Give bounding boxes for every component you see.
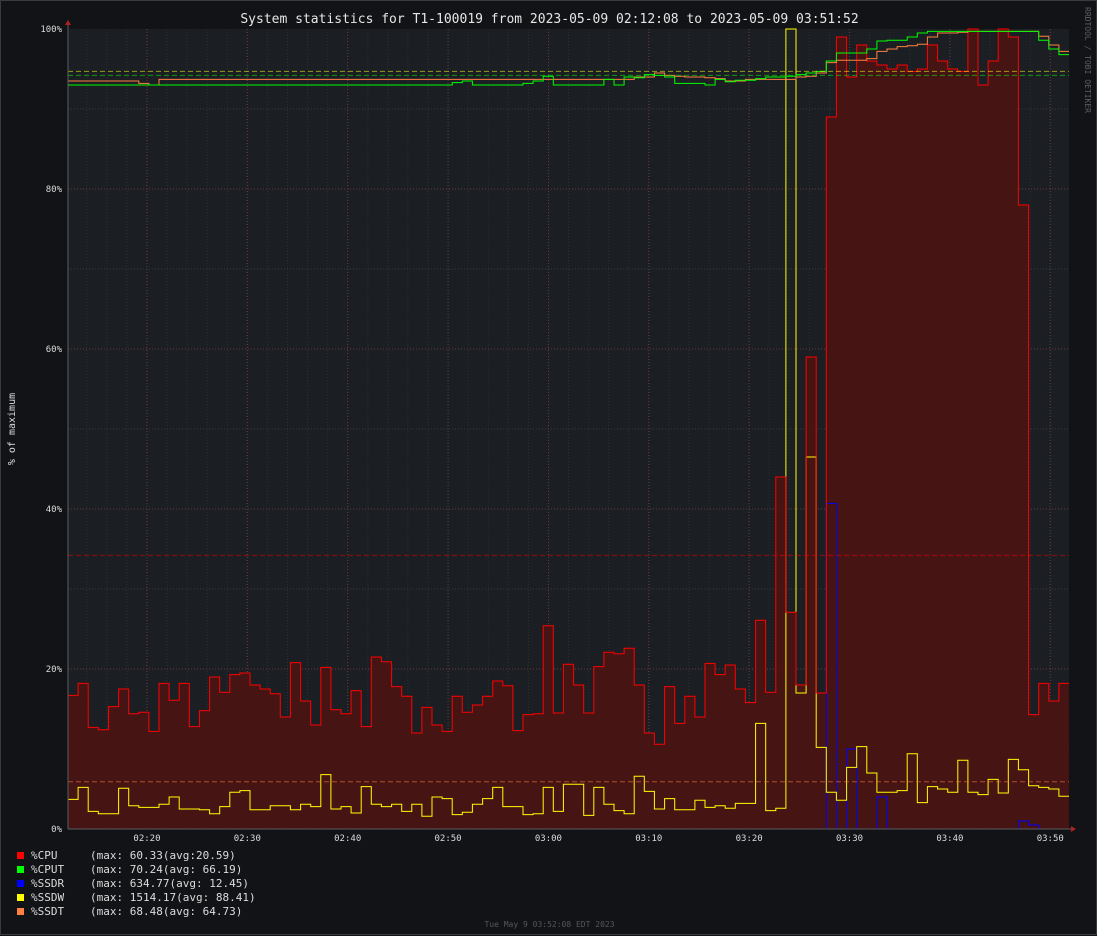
x-tick-label: 03:00 (535, 834, 562, 844)
y-axis-arrow (65, 20, 71, 25)
series-line-ssdw (68, 28, 1069, 817)
y-axis-label: % of maximum (7, 393, 18, 465)
legend-swatch (17, 879, 24, 887)
legend-item: %SSDW (max: 1514.17(avg: 88.41) (17, 890, 256, 904)
legend-item: %CPU (max: 60.33(avg:20.59) (17, 848, 236, 862)
legend-name: %CPUT (31, 862, 65, 876)
series-line-cpu (68, 28, 1069, 745)
legend-stats: (max: 60.33(avg:20.59) (90, 848, 236, 862)
series-line-cput (68, 30, 1069, 86)
legend-item: %CPUT (max: 70.24(avg: 66.19) (17, 862, 242, 876)
rrdtool-credit: RRDTOOL / TOBI OETIKER (1083, 7, 1092, 113)
y-tick-label: 100% (40, 25, 62, 35)
y-tick-label: 60% (46, 345, 63, 355)
x-tick-label: 03:50 (1037, 834, 1064, 844)
legend-name: %SSDT (31, 904, 65, 918)
legend-swatch (17, 907, 24, 915)
y-tick-label: 0% (51, 825, 62, 835)
timestamp-footer: Tue May 9 03:52:08 EDT 2023 (484, 920, 615, 929)
legend-item: %SSDR (max: 634.77(avg: 12.45) (17, 876, 249, 890)
legend-swatch (17, 893, 24, 901)
legend-swatch (17, 851, 24, 859)
x-tick-label: 03:10 (635, 834, 662, 844)
series-line-ssdt (68, 30, 1069, 86)
legend-stats: (max: 634.77(avg: 12.45) (90, 876, 249, 890)
legend-stats: (max: 70.24(avg: 66.19) (90, 862, 243, 876)
x-tick-label: 02:20 (133, 834, 160, 844)
y-tick-label: 80% (46, 185, 63, 195)
x-tick-label: 03:30 (836, 834, 863, 844)
y-tick-label: 40% (46, 505, 63, 515)
legend-name: %SSDR (31, 876, 65, 890)
x-tick-label: 02:50 (435, 834, 462, 844)
x-tick-label: 02:40 (334, 834, 361, 844)
y-tick-label: 20% (46, 665, 63, 675)
legend-item: %SSDT (max: 68.48(avg: 64.73) (17, 904, 242, 918)
area-layer (68, 29, 1069, 829)
average-lines (68, 70, 1069, 783)
chart-title: System statistics for T1-100019 from 202… (240, 12, 859, 27)
x-tick-label: 03:40 (936, 834, 963, 844)
x-tick-label: 02:30 (234, 834, 261, 844)
legend-name: %SSDW (31, 890, 65, 904)
legend-stats: (max: 68.48(avg: 64.73) (90, 904, 243, 918)
legend-swatch (17, 865, 24, 873)
x-axis-arrow (1071, 826, 1076, 832)
series-area-cpu (68, 29, 1069, 829)
legend-name: %CPU (31, 848, 58, 862)
axes: 0% 20% 40% 60% 80% 100% 02:20 02:30 02:40 02:50 03… (40, 20, 1076, 844)
x-tick-label: 03:20 (736, 834, 763, 844)
legend-stats: (max: 1514.17(avg: 88.41) (90, 890, 256, 904)
